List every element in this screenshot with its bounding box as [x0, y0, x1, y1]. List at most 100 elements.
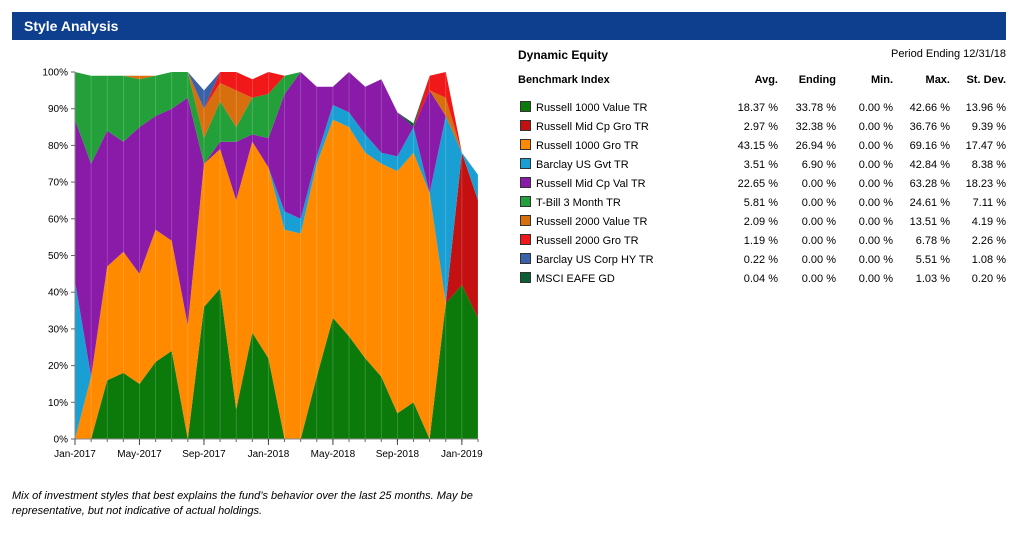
cell-ending: 0.00 % [801, 177, 836, 190]
y-tick-label: 80% [48, 141, 68, 152]
legend-swatch [520, 101, 531, 112]
section-title: Style Analysis [24, 18, 119, 34]
benchmark-table: Benchmark Index Avg. Ending Min. Max. St… [518, 74, 1008, 288]
cell-min: 0.00 % [858, 177, 893, 190]
cell-stdev: 1.08 % [971, 253, 1006, 266]
cell-avg: 18.37 % [737, 101, 778, 114]
benchmark-name: Barclay US Corp HY TR [536, 254, 654, 266]
area-series-6 [75, 72, 478, 175]
area-series-1 [75, 284, 478, 439]
cell-min: 0.00 % [858, 196, 893, 209]
table-row: Russell 2000 Value TR 2.09 % 0.00 % 0.00 % 1… [518, 212, 1008, 231]
cell-avg: 2.09 % [743, 215, 778, 228]
y-tick-label: 30% [48, 324, 68, 335]
benchmark-rows: Russell 1000 Value TR 18.37 % 33.78 % 0.00 … [518, 98, 1008, 288]
cell-stdev: 13.96 % [965, 101, 1006, 114]
table-row: T-Bill 3 Month TR 5.81 % 0.00 % 0.00 % 24.61… [518, 193, 1008, 212]
cell-ending: 32.38 % [795, 120, 836, 133]
area-series-2 [75, 119, 478, 439]
cell-min: 0.00 % [858, 139, 893, 152]
col-max: Max. [925, 74, 950, 86]
y-tick-label: 90% [48, 104, 68, 115]
benchmark-name: Russell 1000 Value TR [536, 102, 648, 114]
benchmark-name-cell: MSCI EAFE GD [518, 269, 718, 288]
cell-stdev: 17.47 % [965, 139, 1006, 152]
table-header-row: Benchmark Index Avg. Ending Min. Max. St… [518, 74, 1008, 98]
y-tick-label: 20% [48, 361, 68, 372]
cell-ending: 26.94 % [795, 139, 836, 152]
benchmark-name: Russell 1000 Gro TR [536, 140, 639, 152]
x-tick-label: Sep-2018 [376, 449, 420, 460]
cell-max: 42.84 % [909, 158, 950, 171]
summary-panel: Dynamic Equity Period Ending 12/31/18 Be… [518, 48, 1008, 288]
benchmark-name: Russell 2000 Value TR [536, 216, 648, 228]
cell-avg: 1.19 % [743, 234, 778, 247]
cell-ending: 0.00 % [801, 272, 836, 285]
legend-swatch [520, 253, 531, 264]
y-tick-label: 40% [48, 288, 68, 299]
cell-ending: 0.00 % [801, 234, 836, 247]
cell-max: 36.76 % [909, 120, 950, 133]
cell-ending: 6.90 % [801, 158, 836, 171]
legend-swatch [520, 158, 531, 169]
cell-max: 5.51 % [915, 253, 950, 266]
benchmark-name: T-Bill 3 Month TR [536, 197, 621, 209]
cell-avg: 3.51 % [743, 158, 778, 171]
benchmark-name-cell: Russell 1000 Value TR [518, 98, 718, 117]
legend-swatch [520, 215, 531, 226]
legend-swatch [520, 120, 531, 131]
cell-min: 0.00 % [858, 158, 893, 171]
table-row: Russell 2000 Gro TR 1.19 % 0.00 % 0.00 % 6.7… [518, 231, 1008, 250]
table-row: Barclay US Corp HY TR 0.22 % 0.00 % 0.00 % 5… [518, 250, 1008, 269]
fund-name: Dynamic Equity [518, 48, 609, 62]
cell-max: 1.03 % [915, 272, 950, 285]
cell-min: 0.00 % [858, 120, 893, 133]
cell-stdev: 0.20 % [971, 272, 1006, 285]
benchmark-name-cell: T-Bill 3 Month TR [518, 193, 718, 212]
benchmark-name: Russell Mid Cp Val TR [536, 178, 646, 190]
cell-max: 6.78 % [915, 234, 950, 247]
col-min: Min. [871, 74, 893, 86]
cell-avg: 2.97 % [743, 120, 778, 133]
x-tick-label: Jan-2018 [248, 449, 290, 460]
table-row: Russell 1000 Value TR 18.37 % 33.78 % 0.00 … [518, 98, 1008, 117]
cell-avg: 5.81 % [743, 196, 778, 209]
cell-ending: 0.00 % [801, 215, 836, 228]
col-avg: Avg. [754, 74, 778, 86]
cell-max: 24.61 % [909, 196, 950, 209]
cell-stdev: 4.19 % [971, 215, 1006, 228]
cell-max: 13.51 % [909, 215, 950, 228]
period-ending: Period Ending 12/31/18 [891, 48, 1006, 60]
benchmark-name-cell: Russell Mid Cp Val TR [518, 174, 718, 193]
cell-avg: 43.15 % [737, 139, 778, 152]
col-ending: Ending [798, 74, 836, 86]
x-tick-label: Jan-2019 [441, 449, 483, 460]
y-tick-label: 70% [48, 178, 68, 189]
table-row: Russell Mid Cp Val TR 22.65 % 0.00 % 0.00 %… [518, 174, 1008, 193]
y-tick-label: 10% [48, 398, 68, 409]
legend-swatch [520, 139, 531, 150]
legend-swatch [520, 177, 531, 188]
table-row: Russell Mid Cp Gro TR 2.97 % 32.38 % 0.00 %… [518, 117, 1008, 136]
cell-ending: 33.78 % [795, 101, 836, 114]
cell-avg: 0.04 % [743, 272, 778, 285]
y-tick-label: 0% [54, 435, 69, 446]
benchmark-name: Barclay US Gvt TR [536, 159, 629, 171]
x-tick-label: Sep-2017 [182, 449, 226, 460]
benchmark-name-cell: Russell 2000 Gro TR [518, 231, 718, 250]
cell-stdev: 9.39 % [971, 120, 1006, 133]
cell-max: 42.66 % [909, 101, 950, 114]
cell-avg: 22.65 % [737, 177, 778, 190]
legend-swatch [520, 234, 531, 245]
legend-swatch [520, 196, 531, 207]
col-benchmark-index: Benchmark Index [518, 74, 610, 86]
cell-min: 0.00 % [858, 272, 893, 285]
benchmark-name: MSCI EAFE GD [536, 273, 615, 285]
cell-min: 0.00 % [858, 215, 893, 228]
benchmark-name: Russell Mid Cp Gro TR [536, 121, 649, 133]
chart-footnote: Mix of investment styles that best expla… [12, 490, 473, 517]
cell-ending: 0.00 % [801, 253, 836, 266]
cell-avg: 0.22 % [743, 253, 778, 266]
section-header: Style Analysis [12, 12, 1006, 40]
style-area-chart: 0% 10% 20% 30% 40% 50% 60% 70% 80% 90% 100% Jan-201… [42, 68, 483, 461]
